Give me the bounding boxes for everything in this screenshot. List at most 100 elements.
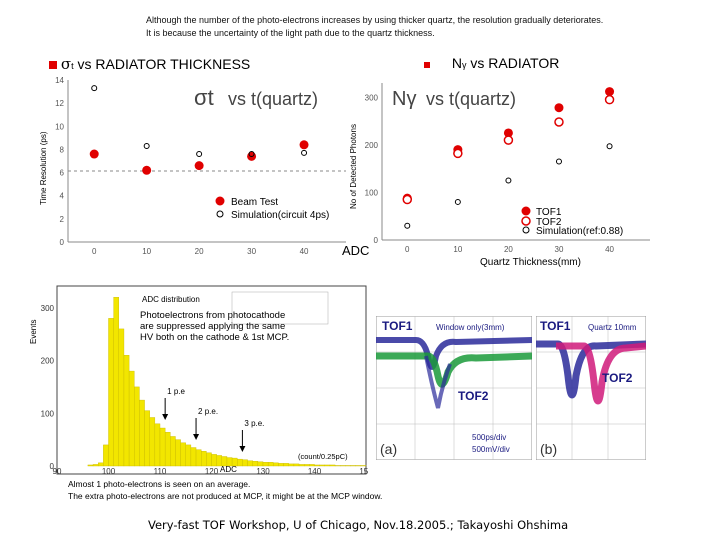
adc-bin-note: (count/0.25pC) xyxy=(298,452,348,461)
ngamma-point-tof2 xyxy=(554,117,564,127)
heading-sub: t xyxy=(71,61,74,71)
sigma-xtick: 20 xyxy=(195,247,204,255)
ngamma-point-simulation-ref-0-88 xyxy=(505,177,512,184)
legend-marker-sim2 xyxy=(522,226,530,234)
sigma-point-beam-test xyxy=(89,149,99,159)
adc-bar xyxy=(164,432,171,467)
sigma-xtick: 10 xyxy=(142,247,151,255)
scope-a-tof2: TOF2 xyxy=(458,389,489,403)
scope-a-tag: (a) xyxy=(380,441,397,457)
scope-b-tof2-trace xyxy=(556,342,646,405)
sigma-ytick: 14 xyxy=(55,76,64,85)
adc-bar xyxy=(304,464,310,467)
adc-bar xyxy=(319,464,325,467)
adc-bar xyxy=(113,297,120,467)
adc-bar xyxy=(283,463,289,467)
legend-sim2: Simulation(ref:0.88) xyxy=(536,226,623,237)
adc-bar xyxy=(355,465,362,467)
adc-marker-label: 2 p.e. xyxy=(198,407,218,416)
adc-bar xyxy=(206,452,212,467)
adc-bar xyxy=(350,465,356,467)
adc-xtick: 140 xyxy=(308,467,322,476)
ngamma-point-tof2 xyxy=(402,194,413,205)
adc-bar xyxy=(134,386,140,467)
adc-bar xyxy=(170,436,176,467)
right-heading: Nγ vs RADIATOR xyxy=(424,55,559,71)
scope-b: TOF1 Quartz 10mm TOF2 (b) xyxy=(536,316,646,460)
adc-bar xyxy=(144,410,150,467)
adc-bar xyxy=(262,462,269,467)
adc-bar xyxy=(200,451,207,467)
adc-bar xyxy=(154,423,161,467)
adc-bar xyxy=(108,318,114,467)
ngamma-point-tof1 xyxy=(554,103,564,113)
arrow-down-icon xyxy=(162,414,169,420)
scope-a-tof1-trace xyxy=(376,337,532,370)
adc-bar xyxy=(324,464,331,467)
adc-bar xyxy=(309,464,315,467)
sigma-point-beam-test xyxy=(142,165,152,175)
adc-bar xyxy=(211,454,217,467)
bullet-icon xyxy=(49,61,57,69)
adc-stats-box xyxy=(231,291,329,325)
scope-b-tof2: TOF2 xyxy=(602,371,633,385)
adc-bar xyxy=(87,464,94,467)
adc-xtick: 110 xyxy=(154,467,167,476)
adc-bar xyxy=(340,465,346,467)
legend-sim: Simulation(circuit 4ps) xyxy=(231,210,329,221)
adc-bar xyxy=(273,462,279,467)
bullet-icon xyxy=(424,62,430,68)
sigma-ytick: 12 xyxy=(55,99,64,108)
adc-bar xyxy=(159,427,166,467)
scope-a-window: Window only(3mm) xyxy=(436,323,505,332)
scope-a: TOF1 Window only(3mm) TOF2 500ps/div 500… xyxy=(376,316,532,460)
adc-bar xyxy=(278,463,284,467)
ngamma-title-rest: vs t(quartz) xyxy=(426,89,516,109)
adc-bar xyxy=(190,447,197,467)
adc-bar xyxy=(103,444,109,467)
adc-bar xyxy=(237,458,243,467)
sigma-xtick: 40 xyxy=(300,247,309,255)
ngamma-point-simulation-ref-0-88 xyxy=(555,158,562,165)
adc-marker-label: 1 p.e xyxy=(167,387,185,396)
arrow-down-icon xyxy=(193,434,200,440)
heading-sub: γ xyxy=(462,60,467,70)
scope-b-window: Quartz 10mm xyxy=(588,323,637,332)
adc-bar xyxy=(252,461,259,467)
heading-text: vs RADIATOR THICKNESS xyxy=(73,56,251,72)
adc-bar xyxy=(293,463,300,467)
adc-title: ADC distribution xyxy=(142,295,200,304)
adc-annotation-2: are suppressed applying the same xyxy=(140,321,285,332)
ngamma-xtick: 20 xyxy=(504,245,513,254)
adc-ytick: 100 xyxy=(41,409,55,418)
legend-marker-sim xyxy=(216,210,224,218)
ngamma-point-simulation-ref-0-88 xyxy=(404,222,411,229)
legend-marker-tof2 xyxy=(521,216,531,226)
footer: Very-fast TOF Workshop, U of Chicago, No… xyxy=(148,518,569,532)
adc-ytick: 0 xyxy=(50,462,55,471)
sigma-xtick: 30 xyxy=(247,247,256,255)
ngamma-chart: No of Detected Photons 0 100 200 300 0 10 20 3… xyxy=(349,83,650,268)
adc-bar xyxy=(92,464,99,467)
sigma-point-beam-test xyxy=(194,161,204,171)
adc-bar xyxy=(360,465,367,467)
adc-xtick: 100 xyxy=(102,467,116,476)
adc-bar xyxy=(257,461,264,467)
scope-a-grid xyxy=(376,316,532,460)
adc-bar xyxy=(314,464,320,467)
arrow-down-icon xyxy=(239,446,246,452)
sigma-ytick: 6 xyxy=(60,169,65,178)
caption: Almost 1 photo-electrons is seen on an a… xyxy=(68,478,382,502)
ngamma-xlabel: Quartz Thickness(mm) xyxy=(480,257,581,268)
heading-text: vs RADIATOR xyxy=(466,55,560,71)
legend-tof2: TOF2 xyxy=(536,217,562,228)
adc-bar xyxy=(149,417,156,467)
adc-bar xyxy=(128,370,135,467)
scope-b-tag: (b) xyxy=(540,441,557,457)
sigma-title-rest: vs t(quartz) xyxy=(228,89,318,109)
adc-bar xyxy=(97,462,104,467)
adc-ylabel: Events xyxy=(30,320,38,344)
adc-bar xyxy=(345,465,351,467)
sigma-ytick: 4 xyxy=(60,192,65,201)
sigma-ytick: 10 xyxy=(55,122,64,131)
